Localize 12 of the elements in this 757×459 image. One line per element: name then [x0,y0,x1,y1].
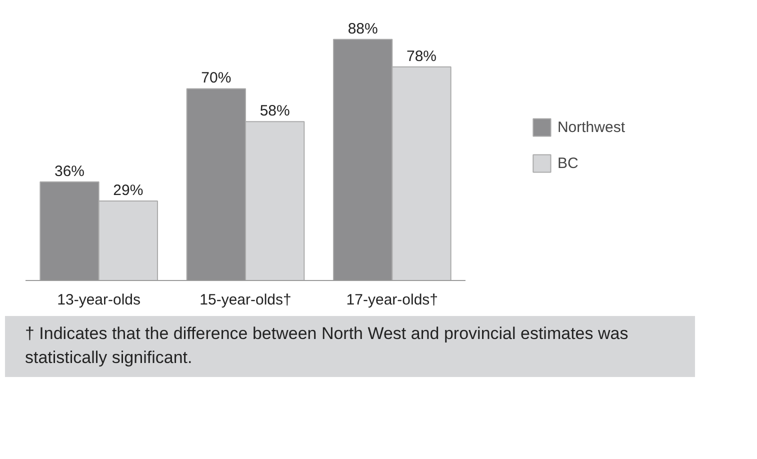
x-tick-label: 13-year-olds [57,292,141,308]
data-label: 29% [113,182,144,200]
data-label: 78% [406,48,437,65]
data-label: 58% [260,102,290,120]
legend-label: BC [557,154,578,172]
data-label: 70% [201,70,232,87]
x-tick-label: 17-year-olds† [346,292,438,308]
x-tick-label: 15-year-olds† [200,292,292,308]
data-label: 36% [54,162,85,180]
legend-label: Northwest [557,118,625,136]
data-label: 88% [348,20,378,38]
text: † Indicates that the difference between North West and provincial estimates was statistically significant. [25,323,630,370]
